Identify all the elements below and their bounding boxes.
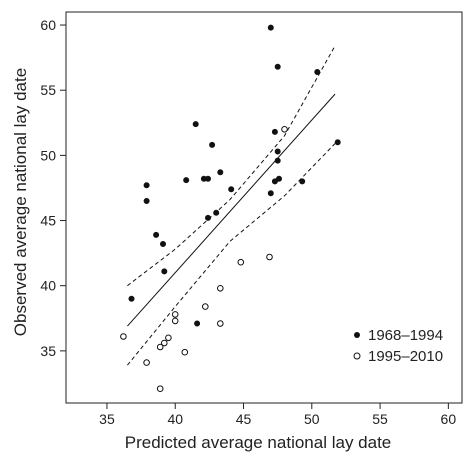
confidence-band-lower bbox=[127, 143, 336, 366]
data-point-1968-1994 bbox=[161, 268, 168, 275]
plot-frame bbox=[65, 11, 463, 404]
data-point-1968-1994 bbox=[143, 182, 150, 189]
data-point-1995-2010 bbox=[281, 126, 288, 133]
legend-marker-filled bbox=[354, 332, 360, 338]
legend: 1968–1994 1995–2010 bbox=[353, 327, 443, 365]
data-point-1995-2010 bbox=[237, 258, 245, 266]
x-tick-label: 60 bbox=[441, 411, 457, 427]
legend-label-series-1: 1968–1994 bbox=[368, 327, 443, 344]
data-point-1968-1994 bbox=[271, 128, 278, 135]
data-point-1968-1994 bbox=[209, 141, 216, 148]
data-point-1995-2010 bbox=[171, 311, 179, 318]
data-point-1995-2010 bbox=[217, 320, 224, 327]
data-point-1995-2010 bbox=[156, 385, 164, 393]
data-point-1968-1994 bbox=[314, 69, 321, 76]
regression-line bbox=[127, 93, 336, 327]
y-tick-label: 60 bbox=[40, 17, 56, 33]
y-axis-ticks: 35 40 45 50 55 60 bbox=[40, 17, 66, 359]
x-tick-label: 50 bbox=[304, 411, 320, 427]
legend-label-series-2: 1995–2010 bbox=[368, 348, 443, 365]
data-point-1968-1994 bbox=[267, 24, 274, 31]
data-point-1968-1994 bbox=[274, 148, 281, 155]
x-axis-title: Predicted average national lay date bbox=[125, 433, 392, 452]
y-tick-label: 35 bbox=[40, 343, 56, 359]
data-point-1968-1994 bbox=[205, 214, 212, 221]
data-point-1968-1994 bbox=[217, 169, 224, 176]
regression-line-segment bbox=[127, 93, 336, 327]
data-point-1995-2010 bbox=[156, 343, 164, 351]
data-points bbox=[120, 24, 341, 393]
x-tick-label: 35 bbox=[99, 411, 115, 427]
y-tick-label: 55 bbox=[40, 82, 56, 98]
legend-marker-open bbox=[353, 352, 361, 360]
data-point-1968-1994 bbox=[192, 121, 199, 128]
data-point-1968-1994 bbox=[205, 175, 212, 182]
data-point-1995-2010 bbox=[165, 334, 172, 342]
data-point-1968-1994 bbox=[143, 198, 150, 205]
y-tick-label: 40 bbox=[40, 278, 56, 294]
y-tick-label: 45 bbox=[40, 213, 56, 229]
data-point-1968-1994 bbox=[213, 209, 220, 216]
data-point-1995-2010 bbox=[266, 253, 273, 261]
data-point-1968-1994 bbox=[275, 175, 282, 182]
data-point-1968-1994 bbox=[299, 178, 306, 185]
x-tick-label: 40 bbox=[167, 411, 183, 427]
y-tick-label: 50 bbox=[40, 147, 56, 163]
x-tick-label: 55 bbox=[372, 411, 388, 427]
confidence-band-upper bbox=[127, 45, 336, 287]
data-point-1995-2010 bbox=[202, 303, 209, 310]
x-tick-label: 45 bbox=[236, 411, 252, 427]
data-point-1995-2010 bbox=[120, 333, 127, 340]
data-point-1995-2010 bbox=[217, 285, 224, 292]
data-point-1968-1994 bbox=[274, 157, 281, 164]
data-point-1968-1994 bbox=[183, 177, 190, 184]
data-point-1995-2010 bbox=[161, 339, 168, 347]
plot-area-border bbox=[65, 11, 463, 404]
data-point-1968-1994 bbox=[153, 231, 160, 238]
confidence-band bbox=[127, 45, 336, 366]
data-point-1968-1994 bbox=[194, 320, 201, 327]
data-point-1968-1994 bbox=[228, 186, 235, 193]
data-point-1995-2010 bbox=[181, 348, 189, 356]
data-point-1968-1994 bbox=[274, 63, 281, 70]
data-point-1995-2010 bbox=[171, 317, 179, 325]
data-point-1995-2010 bbox=[143, 359, 150, 366]
data-point-1968-1994 bbox=[128, 295, 135, 302]
data-point-1968-1994 bbox=[334, 139, 341, 146]
y-axis-title: Observed average national lay date bbox=[11, 68, 30, 336]
data-point-1968-1994 bbox=[160, 241, 167, 248]
data-point-1968-1994 bbox=[267, 190, 274, 197]
x-axis-ticks: 35 40 45 50 55 60 bbox=[99, 403, 456, 427]
